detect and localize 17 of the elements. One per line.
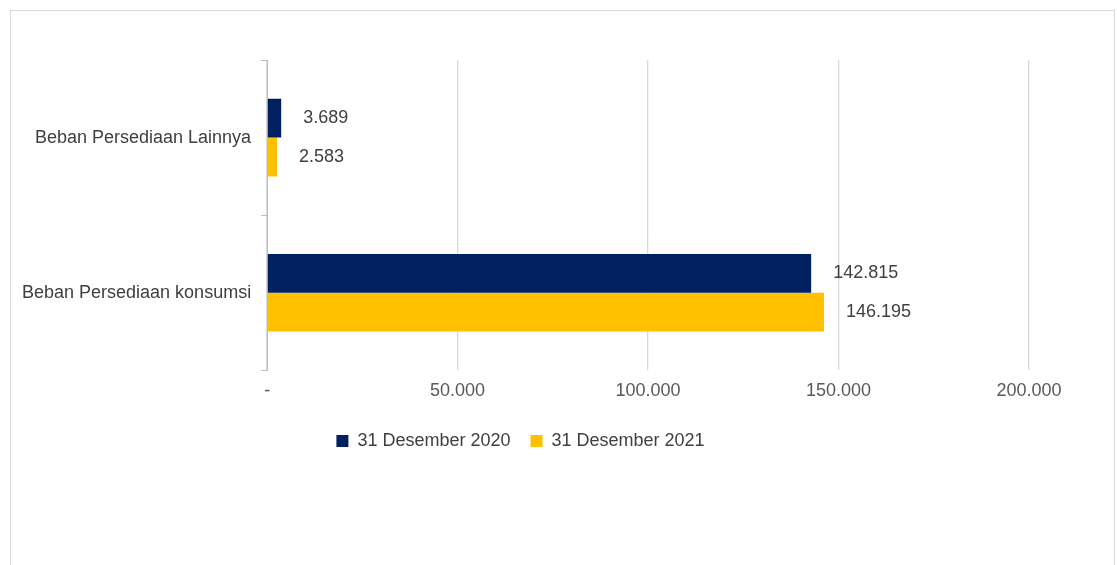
data-label: 2.583 <box>298 145 345 166</box>
bar <box>267 254 812 293</box>
x-tick-label: - <box>264 380 271 401</box>
legend-label: 31 Desember 2020 <box>357 429 511 450</box>
bar <box>267 137 277 177</box>
data-label: 146.195 <box>846 301 912 322</box>
x-tick-label: 50.000 <box>430 380 486 401</box>
data-label: 142.815 <box>833 262 899 283</box>
y-tick-label: Beban Persediaan konsumsi <box>22 281 252 302</box>
data-label: 3.689 <box>303 107 349 128</box>
x-tick-label: 200.000 <box>996 380 1062 401</box>
bar <box>267 292 825 332</box>
bar <box>267 98 282 138</box>
x-tick-label: 150.000 <box>806 380 872 401</box>
x-tick-label: 100.000 <box>615 380 681 401</box>
legend-label: 31 Desember 2021 <box>551 429 705 450</box>
y-tick-label: Beban Persediaan Lainnya <box>34 126 253 147</box>
